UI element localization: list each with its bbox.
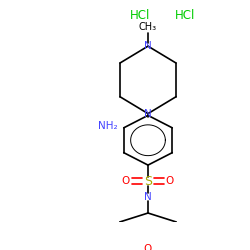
Text: O: O [144, 244, 152, 250]
Text: CH₃: CH₃ [139, 22, 157, 32]
Text: N: N [144, 192, 152, 202]
Text: HCl: HCl [175, 10, 195, 22]
Text: N: N [144, 108, 152, 118]
Text: S: S [144, 174, 152, 188]
Text: O: O [122, 176, 130, 186]
Text: HCl: HCl [130, 10, 150, 22]
Text: N: N [144, 41, 152, 51]
Text: O: O [166, 176, 174, 186]
Text: NH₂: NH₂ [98, 121, 117, 131]
